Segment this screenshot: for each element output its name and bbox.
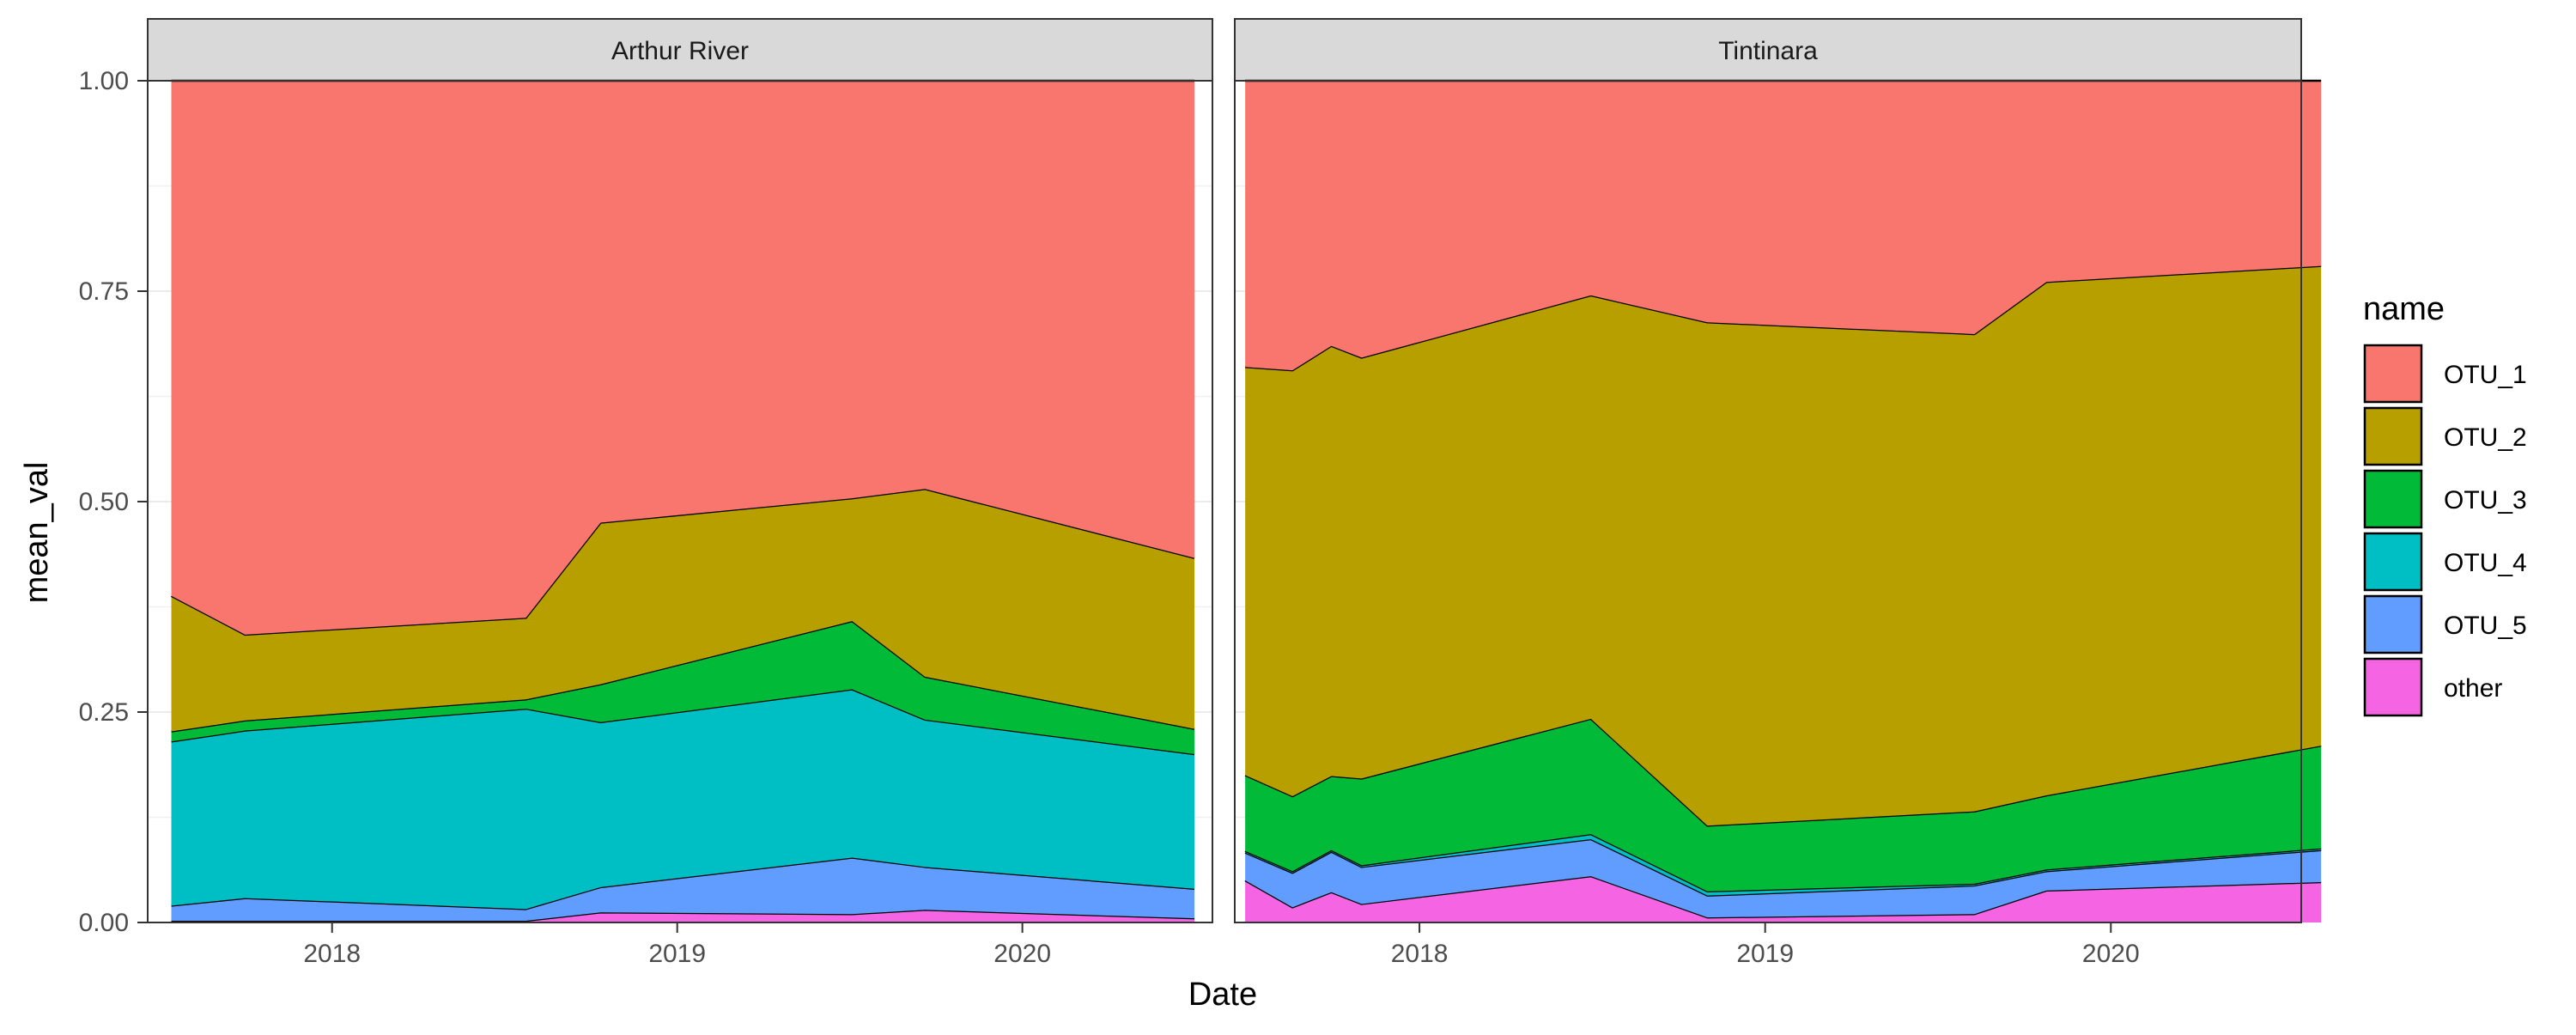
legend-swatch-otu-3 [2363,469,2423,529]
x-tick-label: 2020 [993,940,1051,968]
legend-swatch-otu-5 [2363,594,2423,654]
panel-arthur-river: Arthur River 2018 2019 2020 [147,18,1213,968]
area-otu-2 [1245,265,2322,826]
area-other [171,910,1195,922]
legend-label-otu-4: OTU_4 [2444,549,2527,577]
x-tick-label: 2019 [1736,940,1794,968]
area-otu-3 [1245,718,2322,892]
area-other [1245,876,2322,922]
facet-strip-label: Tintinara [1718,37,1818,65]
x-tick-label: 2019 [648,940,706,968]
legend-label-otu-5: OTU_5 [2444,612,2527,640]
legend-label-otu-3: OTU_3 [2444,486,2527,514]
facet-strip-label: Arthur River [611,37,749,65]
area-otu-5 [1245,838,2322,918]
x-axis-title: Date [1188,977,1257,1013]
area-otu-1 [1245,81,2322,371]
x-tick-label: 2020 [2082,940,2140,968]
area-otu-5 [171,857,1195,922]
area-otu-3 [171,621,1195,754]
area-otu-4 [171,689,1195,910]
legend-label-otu-1: OTU_1 [2444,361,2527,389]
legend-label-otu-2: OTU_2 [2444,423,2527,452]
y-tick-label: 0.50 [79,488,129,516]
facet-strip [1234,18,2302,82]
legend-swatch-otu-2 [2363,406,2423,466]
y-tick-label: 1.00 [79,67,129,95]
area-otu-1 [171,81,1195,635]
y-tick-label: 0.75 [79,277,129,306]
legend-swatch-otu-4 [2363,532,2423,592]
y-axis-title: mean_val [19,462,55,604]
x-tick-label: 2018 [1391,940,1449,968]
y-tick-label: 0.00 [79,909,129,937]
panel-border [1234,80,2302,923]
facet-strip [147,18,1213,82]
legend-title: name [2363,291,2445,327]
area-otu-2 [171,489,1195,732]
panel-tintinara: Tintinara 2018 2019 2020 [1234,18,2322,968]
x-tick-label: 2018 [303,940,361,968]
legend-swatch-otu-1 [2363,344,2423,404]
legend-label-other: other [2444,674,2502,703]
y-tick-label: 0.25 [79,698,129,727]
legend-swatch-other [2363,657,2423,717]
